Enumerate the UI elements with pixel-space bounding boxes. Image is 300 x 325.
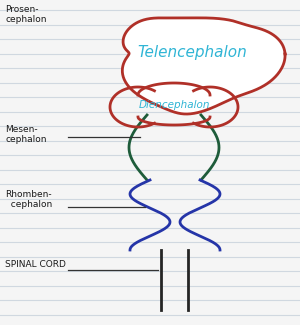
Text: Telencephalon: Telencephalon [137, 46, 247, 60]
Text: Rhomben-
  cephalon: Rhomben- cephalon [5, 190, 52, 209]
Text: Mesen-
cephalon: Mesen- cephalon [5, 125, 47, 144]
Text: Diencephalon: Diencephalon [138, 100, 210, 110]
Text: SPINAL CORD: SPINAL CORD [5, 260, 66, 269]
Text: Prosen-
cephalon: Prosen- cephalon [5, 5, 47, 24]
Polygon shape [122, 18, 285, 114]
